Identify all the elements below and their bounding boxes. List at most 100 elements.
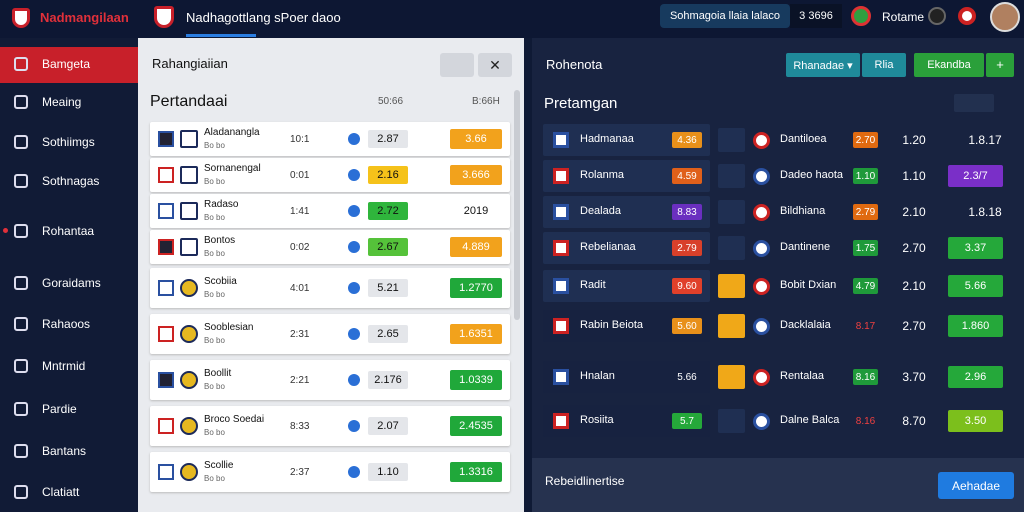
price[interactable]: 3.66	[450, 129, 502, 149]
avatar[interactable]	[990, 2, 1020, 32]
header-button[interactable]: Ekandba	[914, 53, 984, 77]
pick[interactable]: 2.65	[368, 325, 408, 343]
team-badge	[180, 279, 198, 297]
market-icon	[348, 420, 360, 432]
nav-item[interactable]: Meaing	[42, 95, 82, 109]
price[interactable]: 4.889	[450, 237, 502, 257]
team-flag	[158, 372, 174, 388]
score[interactable]: 4.79	[853, 278, 878, 294]
nav-icon	[14, 402, 28, 416]
home-odds[interactable]: 5.7	[672, 413, 702, 429]
score[interactable]: 8.16	[853, 369, 878, 385]
price[interactable]: 3.666	[450, 165, 502, 185]
home-odds[interactable]: 8.83	[672, 204, 702, 220]
pick[interactable]: 2.16	[368, 166, 408, 184]
price[interactable]: 1.6351	[450, 324, 502, 344]
column-head: 50:66	[378, 96, 404, 107]
total[interactable]: 1.860	[948, 315, 1003, 337]
match-time: 2:37	[290, 467, 310, 478]
score[interactable]: 8.16	[855, 415, 876, 427]
icon-button[interactable]	[440, 53, 474, 77]
pick[interactable]: 2.72	[368, 202, 408, 220]
away-team: Dalne Balca	[780, 414, 840, 426]
nav-item[interactable]: Pardie	[42, 402, 77, 416]
line: 2.70	[902, 241, 926, 255]
team-flag	[158, 131, 174, 147]
team-badge	[180, 325, 198, 343]
line: 2.10	[902, 279, 926, 293]
event-badge	[718, 200, 745, 224]
score[interactable]: 2.79	[853, 204, 878, 220]
team-sub: Bo bo	[204, 141, 225, 150]
total[interactable]: 2.3/7	[948, 165, 1003, 187]
home-odds[interactable]: 9.60	[672, 278, 702, 294]
tab-logo	[154, 6, 174, 28]
header-button[interactable]: Rhanadae ▾	[786, 53, 860, 77]
pick[interactable]: 2.07	[368, 417, 408, 435]
flag-icon[interactable]	[851, 6, 871, 26]
score[interactable]: 8.17	[855, 320, 876, 332]
nav-item[interactable]: Bamgeta	[42, 57, 91, 71]
market-icon	[348, 328, 360, 340]
price[interactable]: 1.3316	[450, 462, 502, 482]
team-badge	[180, 417, 198, 435]
home-odds[interactable]: 5.66	[677, 371, 697, 383]
team-sub: Bo bo	[204, 290, 225, 299]
team-name: Radaso	[204, 199, 239, 210]
home-odds[interactable]: 2.79	[672, 240, 702, 256]
score[interactable]: 1.75	[853, 240, 878, 256]
event-badge	[718, 164, 745, 188]
home-team: Dealada	[580, 205, 621, 217]
nav-item[interactable]: Sothnagas	[42, 174, 100, 188]
nav-item[interactable]: Goraidams	[42, 276, 101, 290]
total[interactable]: 3.37	[948, 237, 1003, 259]
pick[interactable]: 2.87	[368, 130, 408, 148]
nav-item[interactable]: Bantans	[42, 444, 87, 458]
price[interactable]: 1.2770	[450, 278, 502, 298]
add-button[interactable]: +	[986, 53, 1014, 77]
nav-item[interactable]: Sothiimgs	[42, 135, 95, 149]
event-badge	[718, 274, 745, 298]
nav-item[interactable]: Rahaoos	[42, 317, 91, 331]
total[interactable]: 3.50	[948, 410, 1003, 432]
tab[interactable]: Nadhagottlang sPoer daoo	[186, 10, 341, 25]
pick[interactable]: 5.21	[368, 279, 408, 297]
home-team: Hadmanaa	[580, 133, 634, 145]
filter-button[interactable]	[954, 94, 994, 112]
pick[interactable]: 1.10	[368, 463, 408, 481]
nav-item[interactable]: Mntrmid	[42, 359, 86, 373]
nav-item[interactable]: Clatiatt	[42, 485, 80, 499]
line: 2.70	[902, 319, 926, 333]
icon-button[interactable]: ✕	[478, 53, 512, 77]
pick[interactable]: 2.67	[368, 238, 408, 256]
score[interactable]: 1.10	[853, 168, 878, 184]
action-button[interactable]: Aehadae	[938, 472, 1014, 499]
user-name[interactable]: Rotame	[882, 10, 925, 24]
score[interactable]: 2.70	[853, 132, 878, 148]
total[interactable]: 5.66	[948, 275, 1003, 297]
price[interactable]: 2.4535	[450, 416, 502, 436]
pick[interactable]: 2.176	[368, 371, 408, 389]
price[interactable]: 2019	[450, 201, 502, 221]
balance-label[interactable]: Sohmagoia llaia lalaco	[660, 4, 790, 28]
team-flag	[158, 280, 174, 296]
header-button[interactable]: Rlia	[862, 53, 906, 77]
nav-icon	[14, 224, 28, 238]
team-sub: Bo bo	[204, 336, 225, 345]
team-flag	[158, 418, 174, 434]
total: 1.8.18	[968, 205, 1002, 219]
home-team: Rabin Beiota	[580, 319, 643, 331]
home-odds[interactable]: 4.59	[672, 168, 702, 184]
total: 1.8.17	[968, 133, 1002, 147]
row-card	[543, 361, 710, 393]
price[interactable]: 1.0339	[450, 370, 502, 390]
nav-item[interactable]: Rohantaa	[42, 224, 95, 238]
club-icon[interactable]	[928, 7, 946, 25]
nav-icon	[14, 95, 28, 109]
market-icon	[348, 205, 360, 217]
home-odds[interactable]: 4.36	[672, 132, 702, 148]
home-odds[interactable]: 5.60	[672, 318, 702, 334]
total[interactable]: 2.96	[948, 366, 1003, 388]
club-icon[interactable]	[958, 7, 976, 25]
away-team: Bildhiana	[780, 205, 826, 217]
